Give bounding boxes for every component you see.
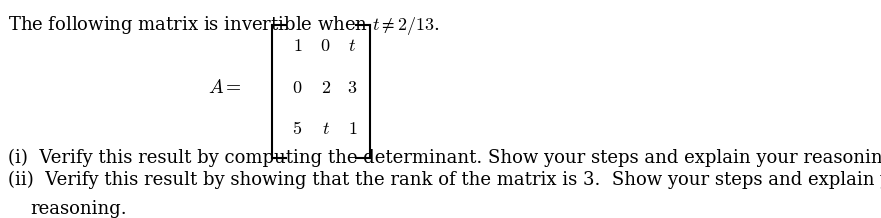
Text: $A=$: $A=$ [208, 79, 241, 97]
Text: $3$: $3$ [347, 79, 358, 97]
Text: The following matrix is invertible when $t \neq 2/13$.: The following matrix is invertible when … [8, 14, 440, 37]
Text: reasoning.: reasoning. [30, 200, 127, 218]
Text: $5$: $5$ [292, 121, 302, 138]
Text: $0$: $0$ [292, 79, 302, 97]
Text: $1$: $1$ [292, 37, 302, 56]
Text: $2$: $2$ [321, 79, 330, 97]
Text: (ii)  Verify this result by showing that the rank of the matrix is 3.  Show your: (ii) Verify this result by showing that … [8, 171, 881, 189]
Text: (i)  Verify this result by computing the determinant. Show your steps and explai: (i) Verify this result by computing the … [8, 148, 881, 167]
Text: $0$: $0$ [321, 37, 330, 56]
Text: $1$: $1$ [348, 121, 357, 138]
Text: $t$: $t$ [322, 121, 329, 138]
Text: $t$: $t$ [349, 37, 357, 56]
